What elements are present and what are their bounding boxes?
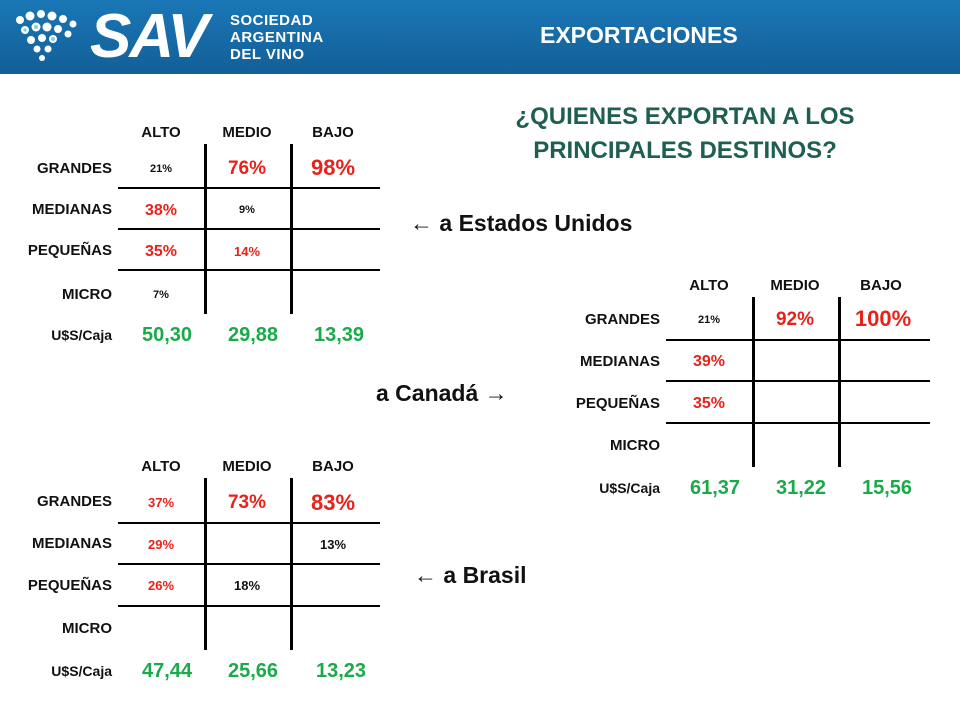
- row-header-pequenas: PEQUEÑAS: [27, 577, 112, 594]
- price-label: U$S/Caja: [51, 663, 112, 679]
- cell-value: 100%: [854, 306, 912, 331]
- destination-label-estados-unidos: ← a Estados Unidos: [410, 210, 633, 236]
- price-value: 25,66: [227, 660, 279, 682]
- cell-value: 35%: [692, 395, 726, 412]
- row-header-pequenas: PEQUEÑAS: [575, 395, 660, 412]
- cell-value: 14%: [233, 244, 261, 259]
- price-value: 47,44: [141, 660, 193, 682]
- price-value: 15,56: [861, 477, 913, 499]
- col-header-bajo: BAJO: [312, 458, 354, 475]
- price-value: 61,37: [689, 477, 741, 499]
- price-value: 13,23: [315, 660, 367, 682]
- cell-value: 83%: [310, 490, 356, 515]
- price-value: 13,39: [313, 324, 365, 346]
- row-header-medianas: MEDIANAS: [31, 535, 112, 552]
- price-label: U$S/Caja: [599, 480, 660, 496]
- col-header-alto: ALTO: [141, 458, 181, 475]
- col-header-medio: MEDIO: [222, 124, 272, 141]
- row-header-grandes: GRANDES: [36, 493, 112, 510]
- logo-text: SAV: [90, 2, 209, 71]
- table-canada: ALTO MEDIO BAJO GRANDES MEDIANAS PEQUEÑA…: [548, 277, 932, 507]
- price-value: 31,22: [775, 477, 827, 499]
- col-header-medio: MEDIO: [770, 277, 820, 294]
- row-header-grandes: GRANDES: [36, 160, 112, 177]
- cell-value: 73%: [227, 492, 267, 513]
- destination-label-canada: a Canadá →: [376, 380, 508, 406]
- row-header-medianas: MEDIANAS: [31, 201, 112, 218]
- row-header-pequenas: PEQUEÑAS: [27, 242, 112, 259]
- logo-subtitle: SOCIEDAD ARGENTINA DEL VINO: [230, 12, 324, 63]
- row-header-micro: MICRO: [610, 437, 660, 454]
- cell-value: 38%: [144, 202, 178, 219]
- page-title: EXPORTACIONES: [540, 22, 738, 48]
- grape-logo-icon: [16, 10, 77, 61]
- main-heading: ¿QUIENES EXPORTAN A LOS PRINCIPALES DEST…: [515, 103, 855, 164]
- col-header-bajo: BAJO: [860, 277, 902, 294]
- col-header-medio: MEDIO: [222, 458, 272, 475]
- cell-value: 98%: [310, 155, 356, 180]
- price-value: 50,30: [141, 324, 193, 346]
- header-bar: SAV SOCIEDAD ARGENTINA DEL VINO EXPORTAC…: [0, 0, 960, 74]
- row-header-grandes: GRANDES: [584, 311, 660, 328]
- col-header-alto: ALTO: [141, 124, 181, 141]
- cell-value: 92%: [775, 309, 815, 330]
- cell-value: 26%: [147, 578, 175, 593]
- destination-label-brasil: ← a Brasil: [414, 562, 527, 588]
- cell-value: 18%: [233, 578, 261, 593]
- col-header-alto: ALTO: [689, 277, 729, 294]
- cell-value: 76%: [227, 158, 267, 179]
- cell-value: 35%: [144, 243, 178, 260]
- cell-value: 7%: [153, 289, 169, 301]
- col-header-bajo: BAJO: [312, 124, 354, 141]
- cell-value: 9%: [239, 204, 255, 216]
- table-brasil: ALTO MEDIO BAJO GRANDES MEDIANAS PEQUEÑA…: [0, 458, 380, 688]
- cell-value: 21%: [149, 163, 173, 175]
- table-estados-unidos: ALTO MEDIO BAJO GRANDES MEDIANAS PEQUEÑA…: [0, 124, 380, 354]
- cell-value: 29%: [147, 537, 175, 552]
- row-header-micro: MICRO: [62, 620, 112, 637]
- row-header-micro: MICRO: [62, 286, 112, 303]
- price-label: U$S/Caja: [51, 327, 112, 343]
- cell-value: 37%: [147, 495, 175, 510]
- row-header-medianas: MEDIANAS: [579, 353, 660, 370]
- price-value: 29,88: [227, 324, 279, 346]
- cell-value: 21%: [697, 314, 721, 326]
- cell-value: 13%: [319, 537, 347, 552]
- cell-value: 39%: [692, 353, 726, 370]
